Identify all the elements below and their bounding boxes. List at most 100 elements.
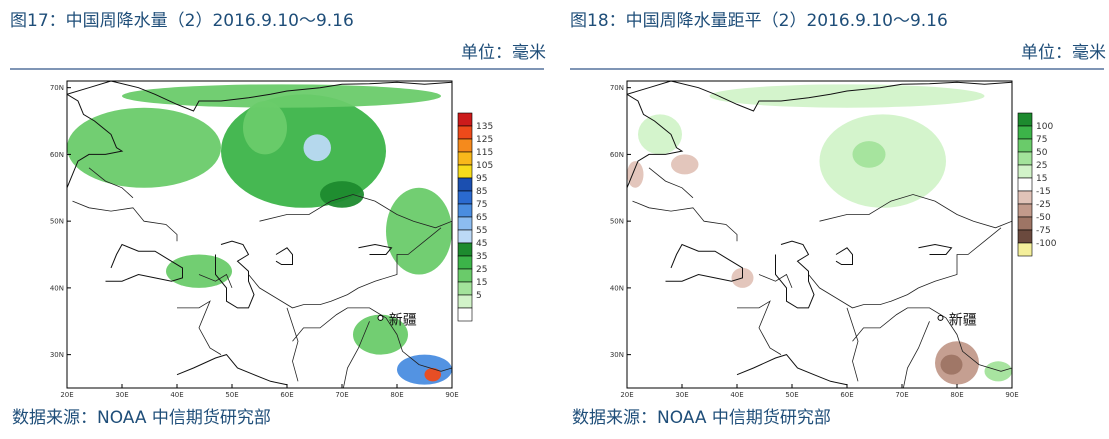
country-border bbox=[758, 273, 793, 289]
coastline bbox=[665, 243, 743, 282]
country-border bbox=[358, 227, 442, 289]
map-frame bbox=[66, 80, 453, 389]
x-tick-label: 60E bbox=[840, 391, 853, 399]
country-border bbox=[852, 307, 1012, 372]
legend-swatch bbox=[457, 229, 473, 244]
country-border bbox=[808, 274, 919, 309]
country-border bbox=[648, 167, 694, 199]
y-tick-label: 60N bbox=[50, 151, 64, 159]
source-label: 数据来源：NOAA 中信期货研究部 bbox=[12, 408, 271, 428]
precipitation-map: 20E 30E 40E 50E 60E 70E 80E 90E 70N 60N 50N 40N 30N 新… bbox=[50, 80, 493, 399]
data-region bbox=[671, 154, 699, 175]
x-tick-label: 20E bbox=[60, 391, 73, 399]
legend-label: 75 bbox=[476, 200, 487, 210]
data-region bbox=[303, 134, 331, 162]
source-label: 数据来源：NOAA 中信期货研究部 bbox=[572, 408, 831, 428]
legend-swatch bbox=[457, 203, 473, 218]
coastline bbox=[918, 243, 953, 255]
legend-label: 100 bbox=[1036, 122, 1053, 132]
x-tick-label: 50E bbox=[785, 391, 798, 399]
legend-label: 5 bbox=[476, 291, 482, 301]
x-tick-label: 80E bbox=[390, 391, 403, 399]
legend-swatch bbox=[457, 255, 473, 270]
map-group: 20E 30E 40E 50E 60E 70E 80E 90E 70N 60N 50N 40N 30N 新… bbox=[610, 80, 1019, 399]
legend-label: 125 bbox=[476, 135, 493, 145]
x-tick-label: 90E bbox=[1005, 391, 1018, 399]
legend-swatch bbox=[1017, 203, 1033, 218]
country-border bbox=[198, 273, 233, 289]
legend-swatch bbox=[457, 307, 473, 322]
x-tick-label: 60E bbox=[280, 391, 293, 399]
map-group: 20E 30E 40E 50E 60E 70E 80E 90E 70N 60N 50N 40N 30N 新… bbox=[50, 80, 459, 399]
legend-label: 55 bbox=[476, 226, 487, 236]
region-marker bbox=[937, 314, 944, 321]
legend-swatch bbox=[457, 151, 473, 166]
legend-swatch bbox=[457, 294, 473, 309]
y-tick-label: 30N bbox=[610, 351, 624, 359]
country-border bbox=[342, 321, 370, 388]
legend-swatch bbox=[457, 190, 473, 205]
legend-swatch bbox=[457, 125, 473, 140]
coastline bbox=[215, 240, 255, 309]
legend-swatch bbox=[1017, 151, 1033, 166]
x-tick-label: 30E bbox=[675, 391, 688, 399]
data-region bbox=[67, 107, 221, 188]
legend-swatch bbox=[457, 281, 473, 296]
x-tick-label: 20E bbox=[620, 391, 633, 399]
data-region bbox=[984, 361, 1012, 382]
coastline bbox=[105, 243, 183, 282]
legend-label: 135 bbox=[476, 122, 493, 132]
coastline bbox=[627, 81, 1012, 112]
x-tick-label: 50E bbox=[225, 391, 238, 399]
legend-swatch bbox=[457, 242, 473, 257]
legend-label: 25 bbox=[1036, 161, 1047, 171]
legend-label: 45 bbox=[476, 239, 487, 249]
coastline bbox=[275, 247, 293, 265]
country-border bbox=[286, 307, 299, 382]
legend-label: 50 bbox=[1036, 148, 1048, 158]
outline-group bbox=[67, 81, 452, 388]
chart-title: 图17：中国周降水量（2）2016.9.10～9.16 bbox=[10, 11, 354, 31]
chart-panel-precipitation: 图17：中国周降水量（2）2016.9.10～9.16 单位：毫米 20E 30E… bbox=[10, 0, 550, 439]
x-tick-label: 80E bbox=[950, 391, 963, 399]
legend-swatch bbox=[457, 177, 473, 192]
data-region bbox=[243, 101, 287, 155]
chart-title: 图18：中国周降水量距平（2）2016.9.10～9.16 bbox=[570, 11, 948, 31]
legend-swatch bbox=[1017, 216, 1033, 231]
data-region bbox=[386, 187, 452, 275]
legend-label: 115 bbox=[476, 148, 493, 158]
data-region bbox=[424, 367, 441, 382]
legend-swatch bbox=[457, 268, 473, 283]
y-tick-label: 30N bbox=[50, 351, 64, 359]
country-border bbox=[902, 321, 930, 388]
legend-swatch bbox=[1017, 177, 1033, 192]
legend-label: 65 bbox=[476, 213, 487, 223]
legend-swatch bbox=[457, 112, 473, 127]
legend-label: 25 bbox=[476, 265, 487, 275]
divider bbox=[570, 68, 1104, 70]
data-region bbox=[638, 114, 682, 155]
data-region bbox=[397, 354, 452, 385]
legend-label: -75 bbox=[1036, 226, 1051, 236]
legend-label: 35 bbox=[476, 252, 487, 262]
region-label: 新疆 bbox=[389, 312, 417, 328]
data-region bbox=[122, 84, 441, 108]
unit-label: 单位：毫米 bbox=[1021, 43, 1106, 63]
country-border bbox=[846, 307, 859, 382]
legend-swatch bbox=[1017, 125, 1033, 140]
data-region bbox=[627, 161, 644, 188]
divider bbox=[10, 68, 544, 70]
legend-label: -100 bbox=[1036, 239, 1057, 249]
coastline bbox=[627, 93, 684, 188]
country-border bbox=[248, 274, 359, 309]
legend-label: -25 bbox=[1036, 200, 1051, 210]
coastline bbox=[736, 354, 848, 386]
y-tick-label: 40N bbox=[610, 284, 624, 292]
legend-label: 75 bbox=[1036, 135, 1047, 145]
y-tick-label: 70N bbox=[610, 84, 624, 92]
legend-label: 85 bbox=[476, 187, 487, 197]
legend-label: -15 bbox=[1036, 187, 1051, 197]
coastline bbox=[835, 247, 853, 265]
legend-label: 105 bbox=[476, 161, 493, 171]
x-tick-label: 70E bbox=[895, 391, 908, 399]
